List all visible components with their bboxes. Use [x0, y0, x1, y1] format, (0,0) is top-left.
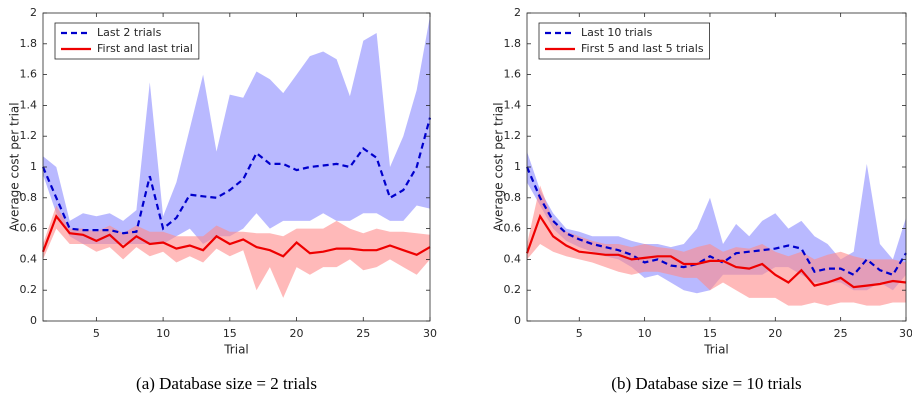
x-tick-label: 10	[156, 327, 170, 340]
x-tick-label: 30	[423, 327, 437, 340]
x-tick-label: 20	[768, 327, 782, 340]
x-tick-label: 10	[638, 327, 652, 340]
y-tick-label: 1.8	[20, 37, 38, 50]
y-tick-label: 0.6	[20, 222, 38, 235]
x-tick-label: 15	[703, 327, 717, 340]
legend-label: Last 10 trials	[581, 26, 653, 39]
legend: Last 10 trials First 5 and last 5 trials	[538, 22, 710, 60]
legend-box	[54, 22, 200, 60]
y-tick-label: 1.8	[504, 37, 522, 50]
caption: (a) Database size = 2 trials	[136, 374, 317, 393]
series-line	[525, 166, 907, 277]
y-tick-label: 1.4	[504, 98, 522, 111]
legend: Last 2 trials First and last trial	[54, 22, 200, 60]
y-axis-label: Average cost per trial	[8, 102, 22, 231]
y-tick-label: 0	[514, 314, 521, 327]
x-tick-label: 30	[899, 327, 912, 340]
series-line	[41, 117, 432, 235]
error-band	[527, 185, 906, 306]
x-tick-label: 25	[356, 327, 370, 340]
x-tick-label: 20	[290, 327, 304, 340]
y-tick-label: 1.6	[20, 68, 38, 81]
error-band	[43, 205, 430, 298]
y-tick-label: 0.8	[20, 191, 38, 204]
subplot: 00.20.40.60.811.21.41.61.825 10 15 20 25 30Tr…	[492, 6, 912, 393]
series-line	[525, 213, 907, 289]
y-tick-label: 1.2	[20, 129, 38, 142]
y-tick-label: 0	[30, 314, 37, 327]
x-axis-label: Trial	[223, 343, 249, 357]
y-tick-label: 1	[30, 160, 37, 173]
y-tick-label: 1.6	[504, 68, 522, 81]
subplot: 00.20.40.60.811.21.41.61.825 10 15 20 25 30Tr…	[8, 6, 438, 393]
x-tick-label: 5	[93, 327, 100, 340]
y-tick-label: 0.2	[20, 283, 38, 296]
y-tick-label: 1.2	[504, 129, 522, 142]
y-tick-label: 0.4	[20, 252, 38, 265]
y-tick-label: 0.4	[504, 252, 522, 265]
y-tick-label: 2	[514, 6, 521, 19]
y-axis-label: Average cost per trial	[492, 102, 506, 231]
x-tick-label: 5	[576, 327, 583, 340]
y-tick-label: 0.6	[504, 222, 522, 235]
y-tick-label: 1.4	[20, 98, 38, 111]
legend-label: First and last trial	[97, 42, 193, 55]
y-tick-label: 0.2	[504, 283, 522, 296]
series-line	[41, 214, 431, 258]
y-tick-label: 2	[30, 6, 37, 19]
y-tick-label: 1	[514, 160, 521, 173]
error-band	[43, 16, 430, 244]
legend-label: First 5 and last 5 trials	[581, 42, 704, 55]
x-axis-label: Trial	[703, 343, 729, 357]
x-tick-label: 25	[834, 327, 848, 340]
x-tick-label: 15	[223, 327, 237, 340]
legend-label: Last 2 trials	[97, 26, 162, 39]
y-tick-label: 0.8	[504, 191, 522, 204]
legend-box	[538, 22, 710, 60]
caption: (b) Database size = 10 trials	[611, 374, 801, 393]
